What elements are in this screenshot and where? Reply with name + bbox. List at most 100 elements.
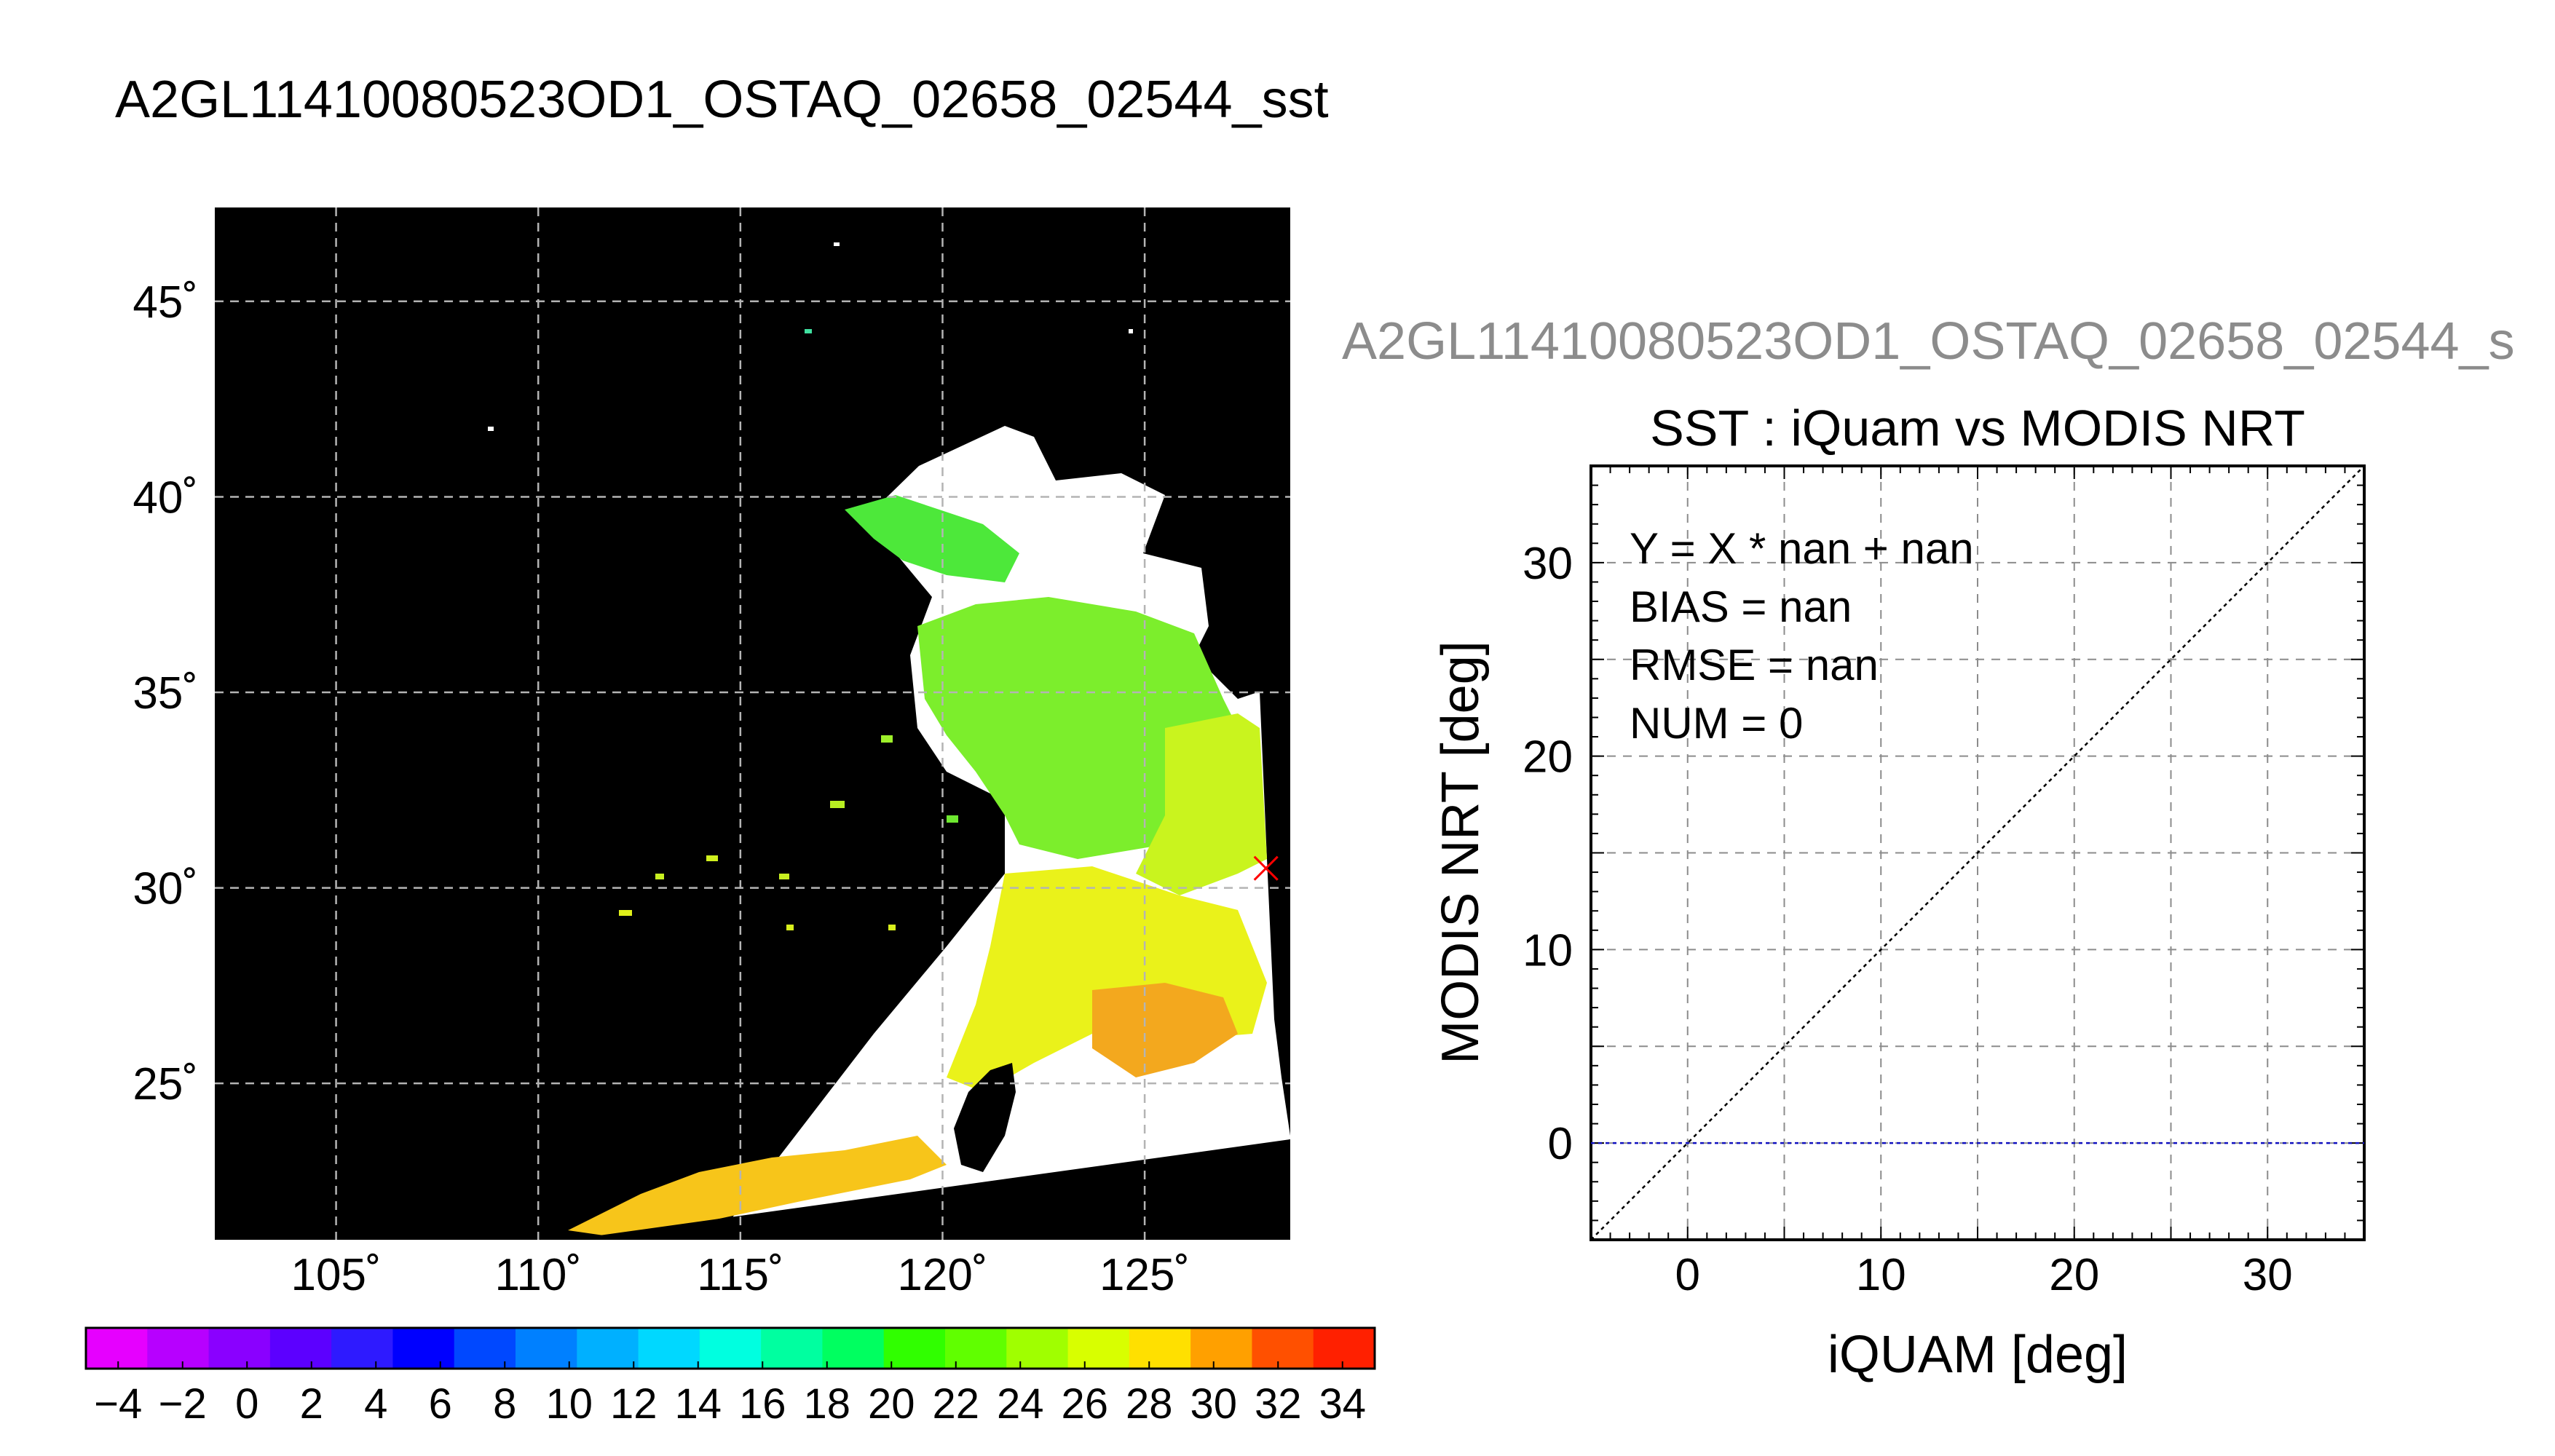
colorbar-cell	[331, 1328, 393, 1369]
location-marker	[1253, 855, 1279, 881]
scatter-reference-lines	[1590, 465, 2365, 1241]
sst-orange-strait	[1092, 983, 1238, 1077]
colorbar-cell	[883, 1328, 946, 1369]
longitude-labels: 105˚ 110˚ 115˚ 120˚ 125˚	[291, 1250, 1190, 1300]
longitude-tick-label: 120˚	[897, 1250, 987, 1300]
colorbar-cell	[1190, 1328, 1252, 1369]
longitude-tick-label: 115˚	[697, 1250, 784, 1300]
y-tick-label: 30	[1523, 539, 1573, 589]
colorbar-cell	[208, 1328, 271, 1369]
sst-yellow-east	[1136, 713, 1267, 895]
colorbar-cell	[945, 1328, 1007, 1369]
colorbar-cell	[86, 1328, 148, 1369]
page-title: A2GL11410080523OD1_OSTAQ_02658_02544_sst	[115, 71, 1329, 129]
colorbar-tick-label: −2	[159, 1380, 207, 1428]
colorbar-tick-label: 22	[932, 1380, 979, 1428]
colorbar-tick-label: 28	[1126, 1380, 1173, 1428]
colorbar-cell	[577, 1328, 639, 1369]
scatter-plot: SST : iQuam vs MODIS NRT 0 10 20 30 0 10 20 30…	[1431, 400, 2366, 1384]
inland-pixel	[881, 735, 893, 743]
stat-annotation: BIAS = nan	[1630, 582, 1852, 631]
colorbar-tick-label: −4	[94, 1380, 142, 1428]
marker-stroke	[1253, 855, 1279, 881]
latitude-tick-label: 35˚	[133, 668, 198, 719]
colorbar-cells	[86, 1328, 1375, 1369]
colorbar-tick-label: 6	[429, 1380, 452, 1428]
inland-pixel	[779, 874, 789, 879]
inland-pixel	[947, 815, 958, 823]
colorbar-tick-label: 8	[493, 1380, 516, 1428]
longitude-tick-label: 105˚	[291, 1250, 382, 1300]
x-tick-label: 0	[1675, 1250, 1700, 1300]
colorbar-cell	[822, 1328, 885, 1369]
y-tick-label: 10	[1523, 925, 1573, 976]
latitude-tick-label: 25˚	[133, 1059, 198, 1109]
latitude-tick-label: 30˚	[133, 864, 198, 914]
inland-pixel	[619, 910, 632, 916]
taiwan-land	[954, 1063, 1016, 1172]
stat-annotation: RMSE = nan	[1630, 641, 1879, 689]
longitude-tick-label: 110˚	[494, 1250, 582, 1300]
one-to-one-line	[1590, 465, 2365, 1241]
colorbar-cell	[454, 1328, 516, 1369]
latitude-labels: 45˚ 40˚ 35˚ 30˚ 25˚	[133, 277, 198, 1109]
colorbar-tick-label: 24	[997, 1380, 1044, 1428]
colorbar-cell	[761, 1328, 823, 1369]
colorbar-cell	[1006, 1328, 1069, 1369]
y-tick-label: 20	[1523, 732, 1573, 783]
colorbar: −4 −2 0 2 4 6 8 10 12 14 16 18 20 22 24 26 28 30 32 34	[84, 1326, 1376, 1428]
x-tick-label: 10	[1856, 1250, 1906, 1300]
colorbar-cell	[638, 1328, 700, 1369]
scatter-header: A2GL11410080523OD1_OSTAQ_02658_02544_s	[1342, 312, 2515, 371]
sst-field	[488, 242, 1290, 1240]
colorbar-tick-label: 16	[739, 1380, 786, 1428]
x-axis-label: iQUAM [deg]	[1828, 1326, 2128, 1384]
sst-orange-coast	[568, 1136, 947, 1238]
map-grid	[215, 207, 1290, 1240]
inland-pixel	[786, 925, 794, 930]
colorbar-cell	[269, 1328, 332, 1369]
colorbar-tick-label: 26	[1061, 1380, 1108, 1428]
y-tick-label: 0	[1548, 1119, 1573, 1169]
inland-pixel	[888, 925, 896, 930]
x-tick-label: 30	[2243, 1250, 2293, 1300]
colorbar-tick-label: 4	[364, 1380, 387, 1428]
colorbar-cell	[699, 1328, 762, 1369]
inland-pixel	[706, 855, 718, 861]
longitude-tick-label: 125˚	[1099, 1250, 1190, 1300]
colorbar-tick-label: 20	[868, 1380, 915, 1428]
colorbar-frame	[84, 1326, 1376, 1370]
swath-edge	[568, 1139, 1290, 1240]
colorbar-tick-label: 10	[545, 1380, 593, 1428]
stat-annotation: Y = X * nan + nan	[1630, 524, 1974, 573]
scatter-grid	[1591, 466, 2364, 1240]
latitude-tick-label: 45˚	[133, 277, 198, 328]
latitude-tick-label: 40˚	[133, 472, 198, 523]
inland-pixel	[834, 242, 840, 246]
stat-annotation: NUM = 0	[1630, 699, 1803, 748]
sst-green-yellowsea	[917, 597, 1245, 859]
inland-pixel	[1129, 329, 1133, 333]
colorbar-labels: −4 −2 0 2 4 6 8 10 12 14 16 18 20 22 24 26 28 30 32 34	[94, 1361, 1366, 1428]
inland-pixel	[655, 874, 664, 879]
y-tick-labels: 0 10 20 30	[1523, 539, 1573, 1169]
colorbar-tick-label: 34	[1319, 1380, 1366, 1428]
colorbar-cell	[1067, 1328, 1130, 1369]
colorbar-tick-label: 18	[803, 1380, 850, 1428]
y-axis-label: MODIS NRT [deg]	[1431, 641, 1490, 1064]
x-tick-labels: 0 10 20 30	[1675, 1250, 2293, 1300]
colorbar-tick-label: 32	[1255, 1380, 1302, 1428]
inland-pixel	[830, 801, 845, 808]
scatter-ticks	[1590, 465, 2365, 1241]
stats-annotations: Y = X * nan + nan BIAS = nan RMSE = nan NUM…	[1630, 524, 1974, 748]
colorbar-cell	[1129, 1328, 1191, 1369]
colorbar-cell	[516, 1328, 577, 1369]
sst-green-north	[845, 495, 1019, 582]
colorbar-cell	[392, 1328, 455, 1369]
colorbar-tick-label: 2	[300, 1380, 323, 1428]
colorbar-cell	[147, 1328, 210, 1369]
colorbar-cell	[1252, 1328, 1314, 1369]
x-tick-label: 20	[2049, 1250, 2099, 1300]
colorbar-tick-label: 14	[674, 1380, 722, 1428]
